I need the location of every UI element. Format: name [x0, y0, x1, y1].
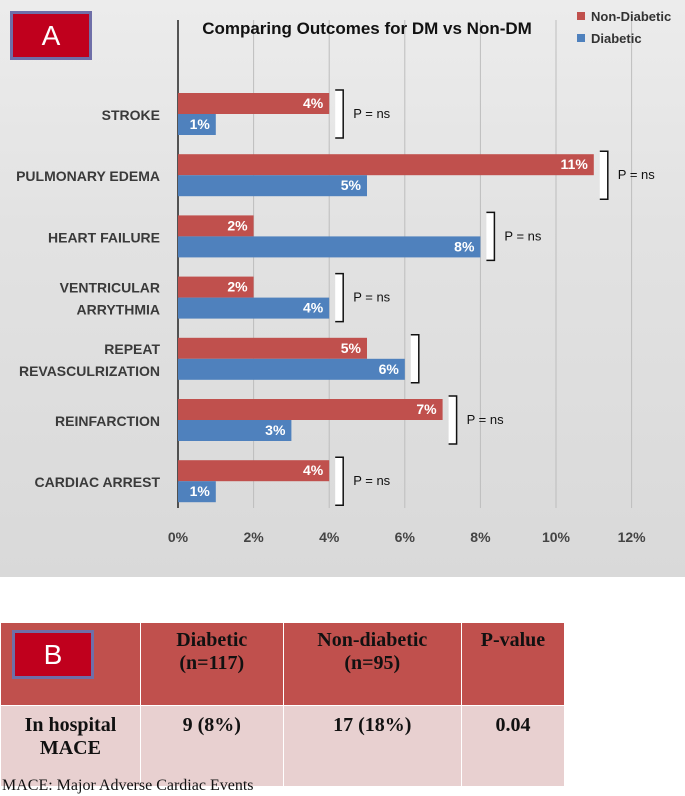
significance-bracket	[448, 395, 458, 445]
x-tick-label: 8%	[470, 529, 491, 545]
category-label: VENTRICULAR	[60, 280, 160, 296]
panel-b-label: B	[12, 630, 94, 679]
category-label: REPEAT	[104, 341, 160, 357]
x-tick-label: 0%	[168, 529, 189, 545]
bar	[178, 93, 330, 114]
bar	[178, 236, 481, 258]
legend-swatch	[577, 12, 585, 20]
footnote: MACE: Major Adverse Cardiac Events	[2, 777, 254, 794]
legend-label: Non-Diabetic	[591, 9, 671, 24]
p-value-annotation: P = ns	[353, 290, 390, 305]
bar	[178, 460, 330, 482]
bar-value-label: 1%	[190, 483, 211, 499]
category-label: STROKE	[102, 107, 160, 123]
bar-value-label: 1%	[190, 116, 211, 132]
bar-value-label: 11%	[561, 156, 589, 172]
table-header-cell: Diabetic (n=117)	[139, 622, 284, 706]
bar	[178, 337, 367, 359]
significance-bracket	[335, 272, 344, 323]
bar-value-label: 2%	[227, 217, 248, 233]
category-label: CARDIAC ARREST	[35, 474, 161, 490]
table-row: In hospital MACE 9 (8%) 17 (18%) 0.04	[0, 705, 566, 787]
bar-value-label: 7%	[416, 401, 437, 417]
table-cell: 9 (8%)	[139, 705, 284, 787]
bar	[178, 276, 254, 298]
panel-a-label: A	[10, 11, 92, 60]
bar	[178, 114, 216, 135]
bar-value-label: 4%	[303, 300, 324, 316]
table-cell: 0.04	[460, 705, 566, 787]
bar	[178, 481, 216, 503]
category-label: REVASCULRIZATION	[19, 363, 160, 379]
legend-label: Diabetic	[591, 31, 642, 46]
x-tick-label: 12%	[618, 529, 647, 545]
bar	[178, 399, 443, 420]
bar	[178, 297, 330, 319]
category-label: HEART FAILURE	[48, 229, 160, 245]
x-tick-label: 4%	[319, 529, 340, 545]
bar	[178, 358, 405, 380]
significance-bracket	[335, 89, 344, 139]
p-value-annotation: P = ns	[353, 473, 390, 488]
bar-value-label: 6%	[379, 361, 400, 377]
category-label: PULMONARY EDEMA	[16, 168, 160, 184]
bar	[178, 154, 594, 176]
bar-value-label: 5%	[341, 177, 362, 193]
significance-bracket	[410, 334, 420, 384]
bar-value-label: 4%	[303, 462, 324, 478]
category-label: REINFARCTION	[55, 413, 160, 429]
significance-bracket	[599, 150, 609, 200]
p-value-annotation: P = ns	[504, 228, 541, 243]
p-value-annotation: P = ns	[467, 412, 504, 427]
bar	[178, 420, 292, 441]
bar-value-label: 5%	[341, 340, 362, 356]
bar	[178, 175, 367, 197]
table-header-cell: Non-diabetic (n=95)	[282, 622, 462, 706]
significance-bracket	[486, 211, 496, 262]
significance-bracket	[335, 456, 344, 506]
p-value-annotation: P = ns	[618, 167, 655, 182]
table-header-cell: P-value	[460, 622, 566, 706]
x-tick-label: 10%	[542, 529, 571, 545]
table-cell: In hospital MACE	[0, 705, 141, 787]
mace-table: Diabetic (n=117) Non-diabetic (n=95) P-v…	[0, 622, 566, 787]
bar-value-label: 2%	[227, 279, 248, 295]
x-tick-label: 2%	[243, 529, 264, 545]
outcomes-bar-chart: 0% 2% 4% 6% 8% 10% 12% Comparing Outcomes for D…	[16, 9, 671, 545]
bar	[178, 215, 254, 237]
chart-title: Comparing Outcomes for DM vs Non-DM	[202, 19, 532, 38]
bar-value-label: 3%	[265, 422, 286, 438]
table-cell: 17 (18%)	[282, 705, 462, 787]
bar-value-label: 8%	[454, 238, 475, 254]
bar-value-label: 4%	[303, 95, 324, 111]
x-tick-label: 6%	[395, 529, 416, 545]
category-label: ARRYTHMIA	[77, 302, 160, 318]
p-value-annotation: P = ns	[353, 106, 390, 121]
panel-a: 0% 2% 4% 6% 8% 10% 12% Comparing Outcomes for D…	[0, 0, 685, 577]
legend-swatch	[577, 34, 585, 42]
